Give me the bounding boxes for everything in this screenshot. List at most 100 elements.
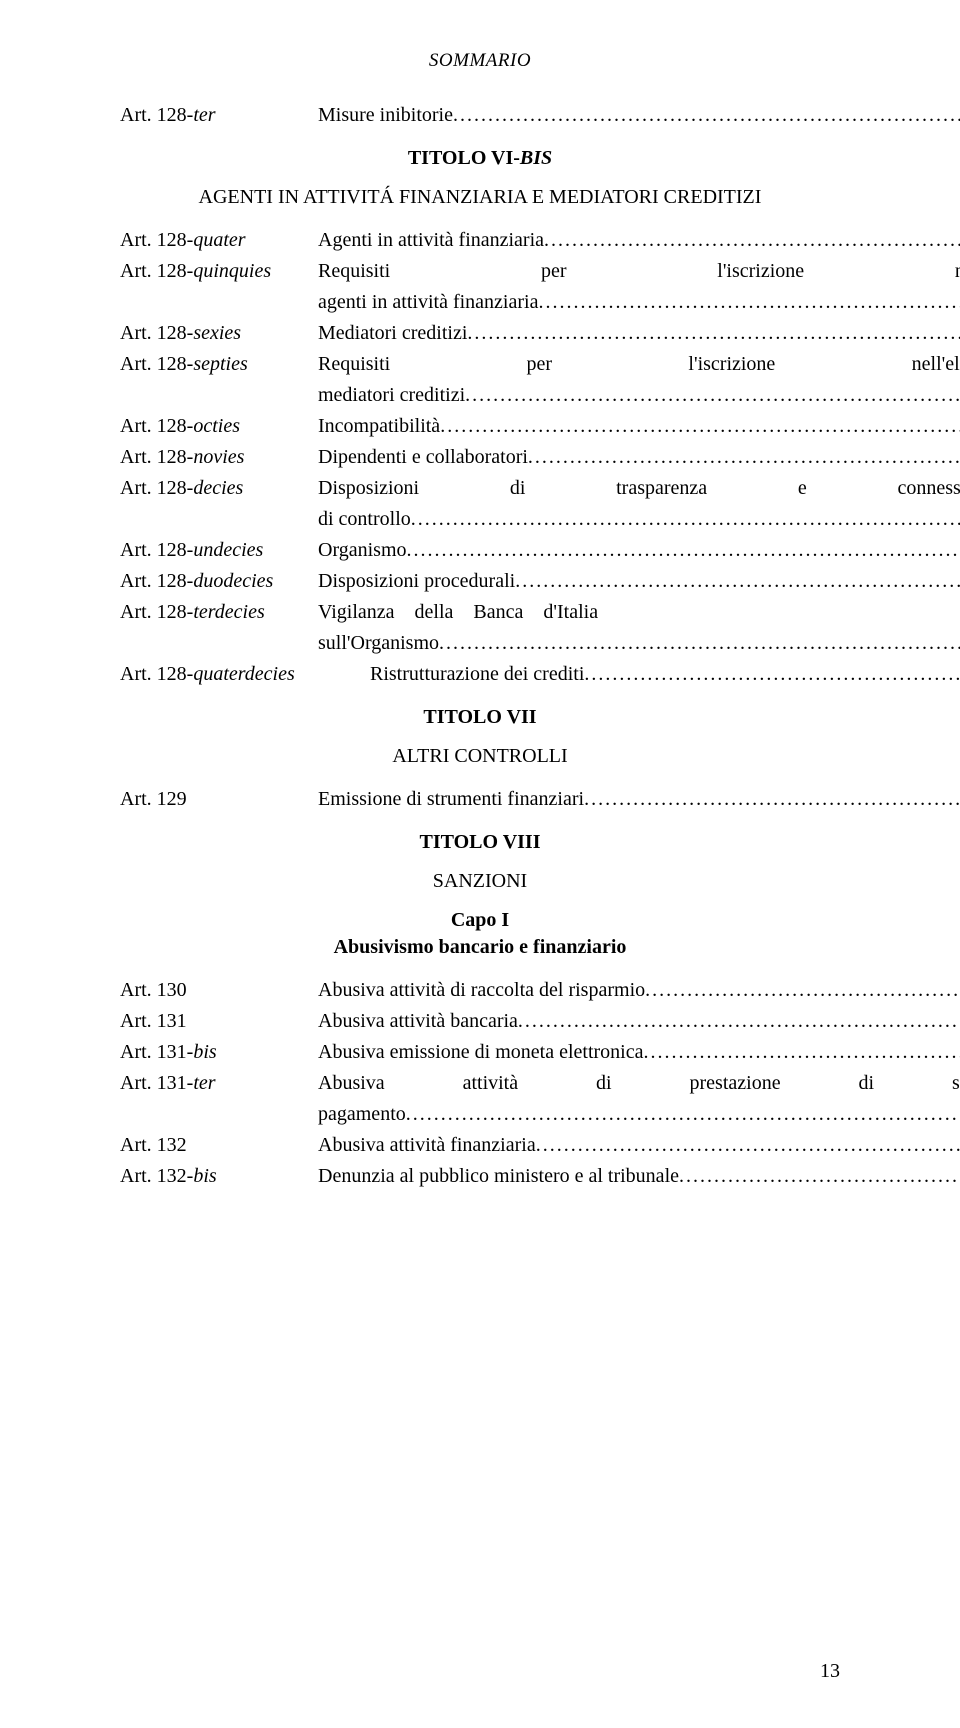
leader-dots: ........................................… [518,1006,960,1037]
description-text: pagamento [318,1099,406,1130]
article-ref: Art. 129 [120,784,318,815]
description-text: Abusiva emissione di moneta elettronica [318,1037,643,1068]
description: Abusiva attività finanziaria............… [318,1130,960,1161]
article-prefix: Art. 128- [120,601,193,623]
article-ref: Art. 131-bis [120,1037,318,1068]
leader-dots: ........................................… [467,318,960,349]
article-prefix: Art. 128- [120,353,193,375]
article-ref: Art. 128-octies [120,411,318,442]
description-line: Requisiti per l'iscrizione nell'elenco d… [318,256,960,287]
article-suffix: octies [193,415,240,437]
article-prefix: Art. 128- [120,539,193,561]
description-text: Abusiva attività di raccolta del risparm… [318,975,645,1006]
article-prefix: Art. 128- [120,477,193,499]
description-text: Emissione di strumenti finanziari [318,784,584,815]
toc-row: Art. 128-septiesRequisiti per l'iscrizio… [120,349,840,411]
section-vii-subtitle: ALTRI CONTROLLI [120,745,840,768]
article-ref: Art. 128-sexies [120,318,318,349]
article-ref: Art. 132-bis [120,1161,318,1192]
description-text: Incompatibilità [318,411,440,442]
description: Abusiva emissione di moneta elettronica.… [318,1037,960,1068]
leader-dots: ........................................… [528,442,960,473]
leader-dots: ........................................… [515,566,960,597]
toc-row: Art. 128-noviesDipendenti e collaborator… [120,442,840,473]
article-prefix: Art. 128- [120,663,193,685]
description-text: Dipendenti e collaboratori [318,442,528,473]
description-text: Mediatori creditizi [318,318,467,349]
description-last-line: di controllo............................… [318,504,960,535]
leader-dots: ........................................… [544,225,960,256]
article-suffix: ter [193,104,215,126]
description-text: Abusiva attività bancaria [318,1006,518,1037]
description: Vigilanza della Banca d'Italiasull'Organ… [318,597,960,659]
leader-dots: ........................................… [407,535,960,566]
leader-dots: ........................................… [453,100,960,131]
leader-dots: ........................................… [538,287,960,318]
article-ref: Art. 128-undecies [120,535,318,566]
description: Abusiva attività bancaria...............… [318,1006,960,1037]
description: Abusiva attività di prestazione di servi… [318,1068,960,1130]
section-viii-title: TITOLO VIII [120,831,840,854]
article-prefix: Art. 128- [120,229,193,251]
description-last-line: mediatori creditizi.....................… [318,380,960,411]
description: Mediatori creditizi.....................… [318,318,960,349]
article-ref: Art. 128-duodecies [120,566,318,597]
description: Requisiti per l'iscrizione nell'elenco d… [318,256,960,318]
toc-row: Art. 128-quaterdeciesRistrutturazione de… [120,659,840,690]
description-text: Abusiva attività finanziaria [318,1130,536,1161]
article-ref: Art. 131-ter [120,1068,318,1099]
article-prefix: Art. 128- [120,570,193,592]
leader-dots: ........................................… [536,1130,960,1161]
toc-row: Art. 128-quaterAgenti in attività finanz… [120,225,840,256]
article-prefix: Art. 128- [120,415,193,437]
description-text: Organismo [318,535,407,566]
article-prefix: Art. 130 [120,979,187,1001]
article-ref: Art. 128-terdecies [120,597,318,628]
toc-row: Art. 128-terdeciesVigilanza della Banca … [120,597,840,659]
description-text: agenti in attività finanziaria [318,287,538,318]
toc-row: Art. 132-bisDenunzia al pubblico ministe… [120,1161,840,1192]
description-line: Vigilanza della Banca d'Italia [318,597,960,628]
article-prefix: Art. 132 [120,1134,187,1156]
toc-row: Art. 128-deciesDisposizioni di trasparen… [120,473,840,535]
article-prefix: Art. 128- [120,446,193,468]
leader-dots: ........................................… [465,380,960,411]
article-ref: Art. 128-quaterdecies [120,659,370,690]
description: Abusiva attività di raccolta del risparm… [318,975,960,1006]
toc-row: Art. 132Abusiva attività finanziaria....… [120,1130,840,1161]
description-last-line: pagamento...............................… [318,1099,960,1130]
description: Requisiti per l'iscrizione nell'elenco d… [318,349,960,411]
capo-label: Capo I [120,909,840,932]
article-ref: Art. 131 [120,1006,318,1037]
article-suffix: bis [193,1165,216,1187]
leader-dots: ........................................… [439,628,960,659]
description-text: sull'Organismo [318,628,439,659]
article-suffix: bis [193,1041,216,1063]
article-ref: Art. 128-novies [120,442,318,473]
toc-row: Art. 128-terMisure inibitorie...........… [120,100,840,131]
toc-row: Art. 128-undeciesOrganismo..............… [120,535,840,566]
article-suffix: decies [193,477,243,499]
article-suffix: undecies [193,539,263,561]
description: Disposizioni procedurali................… [318,566,960,597]
title-pre: TITOLO VI- [408,147,520,169]
title-suf: BIS [520,147,552,169]
description: Ristrutturazione dei crediti............… [370,659,960,690]
article-ref: Art. 128-septies [120,349,318,380]
toc-row: Art. 130 Abusiva attività di raccolta del… [120,975,840,1006]
leader-dots: ........................................… [406,1099,960,1130]
capo-subtitle: Abusivismo bancario e finanziario [120,936,840,959]
page-number: 13 [820,1660,840,1683]
leader-dots: ........................................… [679,1161,960,1192]
description-line: Abusiva attività di prestazione di servi… [318,1068,960,1099]
description: Agenti in attività finanziaria..........… [318,225,960,256]
description: Dipendenti e collaboratori..............… [318,442,960,473]
toc-row: Art. 128-quinquiesRequisiti per l'iscriz… [120,256,840,318]
section-vii-title: TITOLO VII [120,706,840,729]
toc-row: Art. 128-sexiesMediatori creditizi......… [120,318,840,349]
description-last-line: agenti in attività finanziaria..........… [318,287,960,318]
article-ref: Art. 130 [120,975,318,1006]
description-text: mediatori creditizi [318,380,465,411]
description-text: Agenti in attività finanziaria [318,225,544,256]
description: Denunzia al pubblico ministero e al trib… [318,1161,960,1192]
